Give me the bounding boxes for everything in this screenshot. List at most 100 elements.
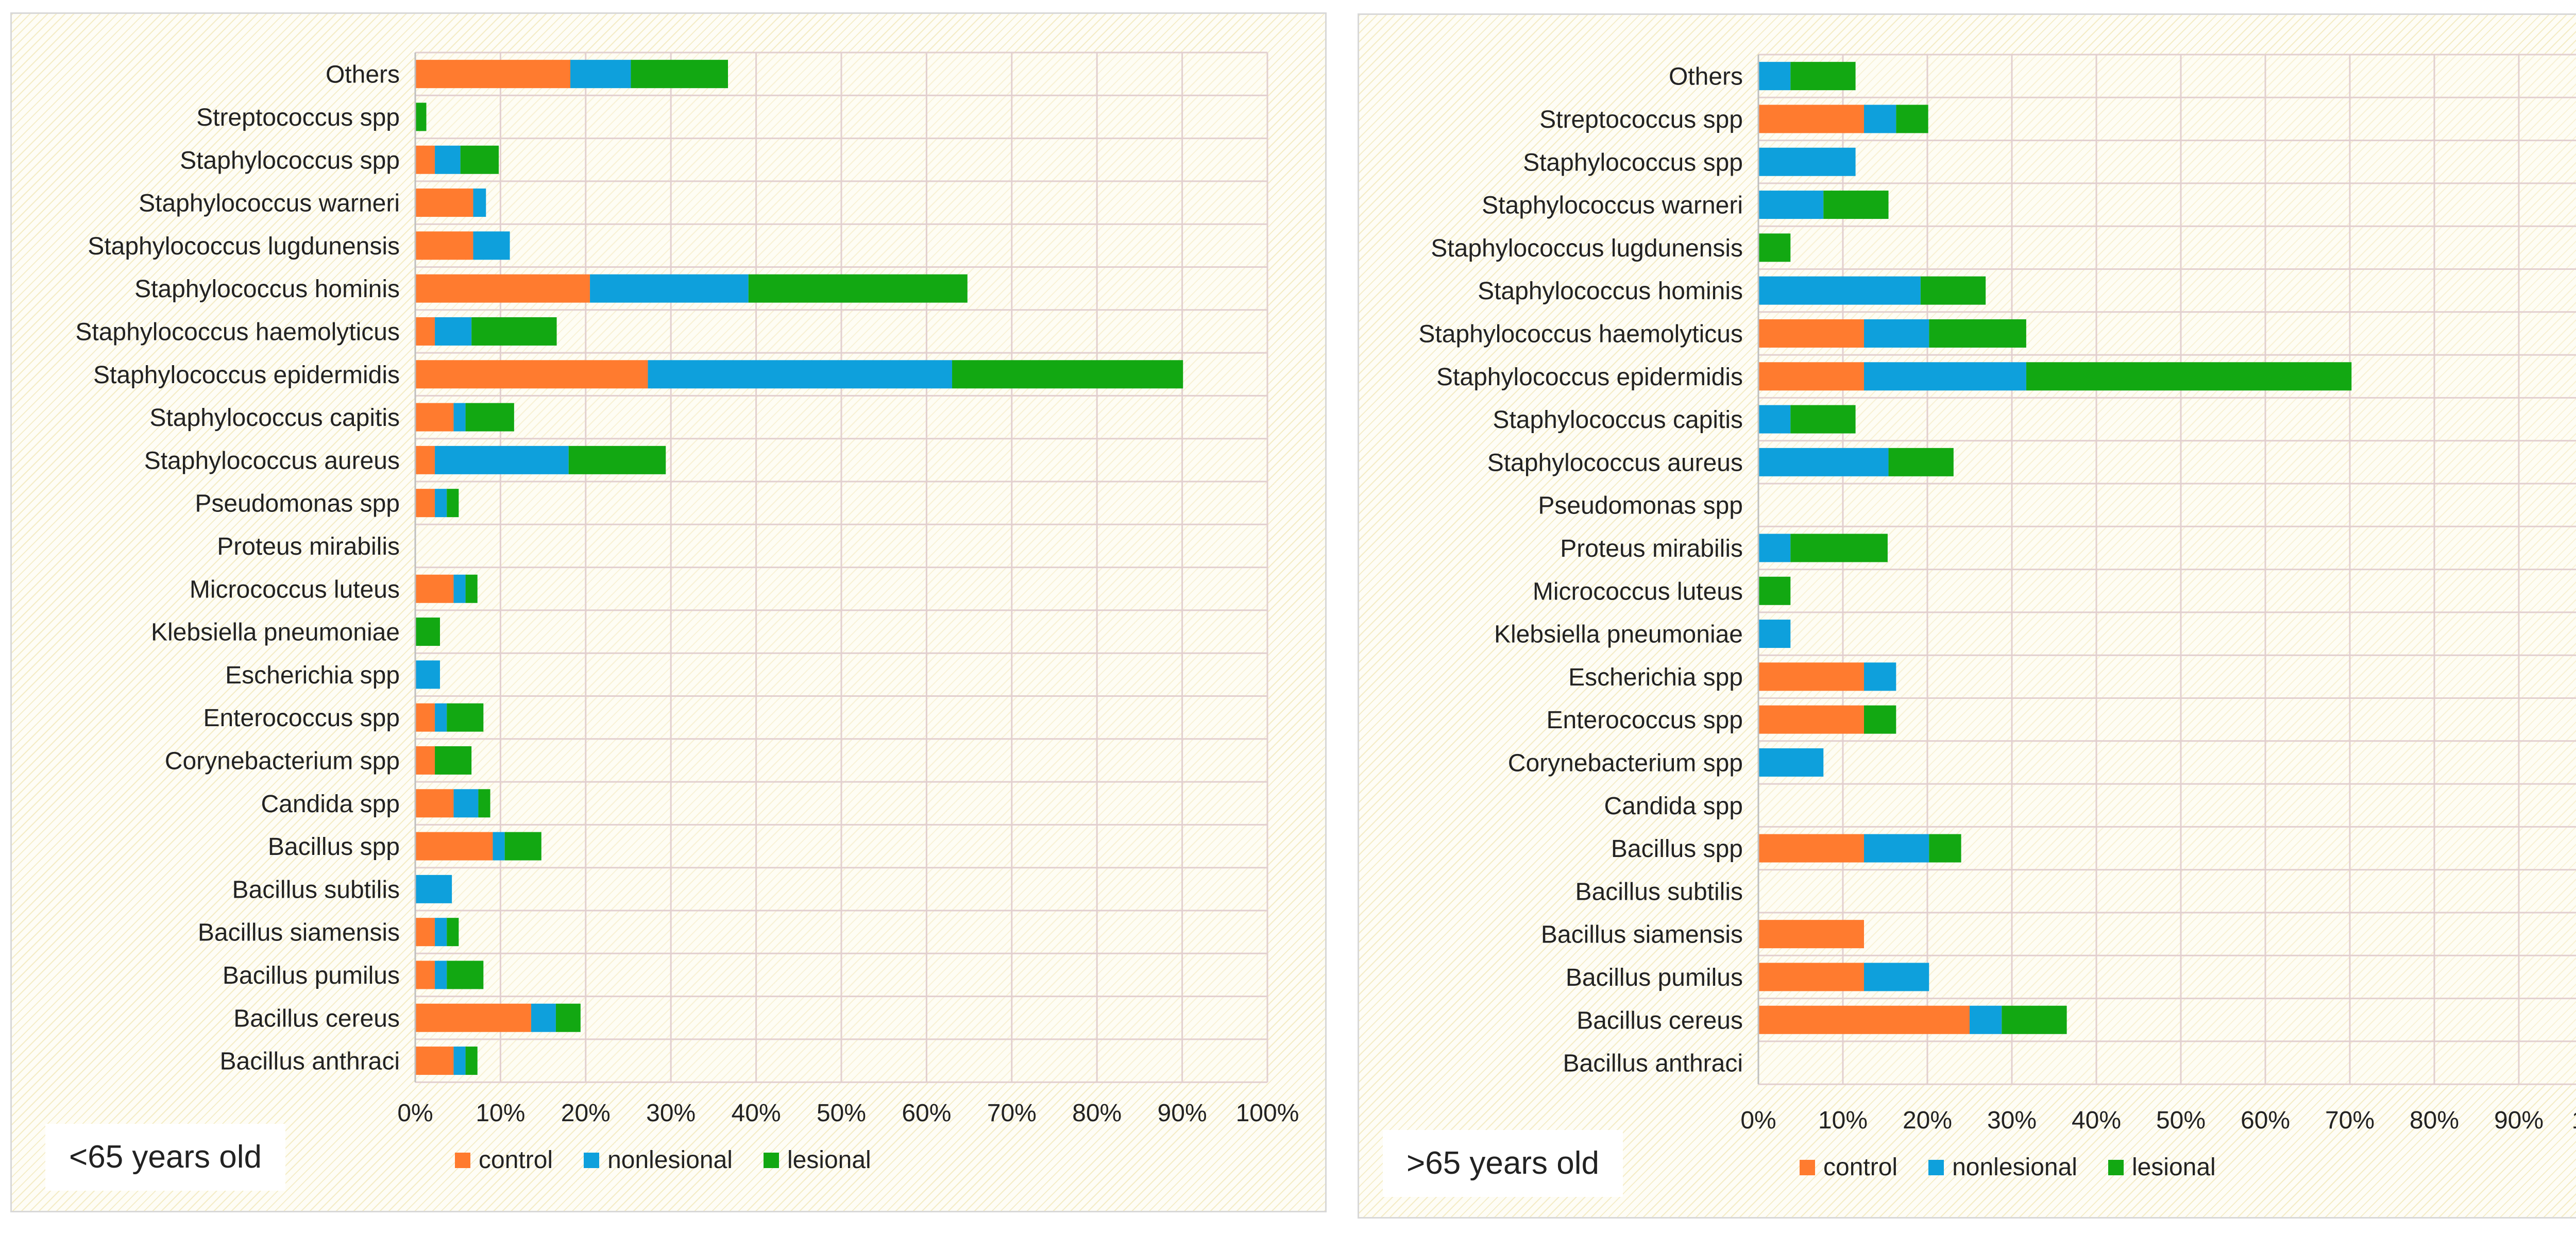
bar-segment-nonlesional — [1864, 963, 1929, 991]
bar-segment-nonlesional — [1864, 319, 1929, 348]
y-category-label: Bacillus spp — [268, 833, 400, 861]
bar-segment-nonlesional — [1864, 662, 1896, 691]
y-category-label: Escherichia spp — [1568, 664, 1743, 691]
y-category-label: Staphylococcus spp — [1523, 149, 1743, 176]
bar-segment-nonlesional — [493, 832, 505, 861]
x-tick-label: 30% — [1987, 1107, 2037, 1134]
bar-segment-lesional — [952, 360, 1183, 389]
bar-segment-nonlesional — [435, 145, 461, 174]
bar-segment-control — [415, 703, 435, 732]
bar-segment-control — [415, 274, 590, 303]
bar-segment-nonlesional — [415, 875, 452, 903]
bar-segment-nonlesional — [1758, 405, 1791, 434]
bar-segment-control — [1758, 362, 1864, 391]
legend-item-control: control — [455, 1146, 553, 1174]
bar-segment-lesional — [478, 789, 490, 818]
bar-segment-control — [415, 60, 571, 89]
chart-plot-over-65: 0% 10% 20% 30% 40% 50% 60% 70% 80% 90% 100% Others S… — [1418, 54, 2576, 1134]
legend-swatch-lesional — [763, 1152, 779, 1168]
y-category-label: Others — [326, 61, 400, 89]
bar-segment-lesional — [1758, 233, 1791, 262]
x-tick-label: 10% — [1818, 1107, 1868, 1134]
bar-segment-nonlesional — [435, 703, 447, 732]
legend-item-lesional: lesional — [2108, 1153, 2216, 1181]
bar-segment-control — [1758, 705, 1864, 734]
y-category-label: Bacillus spp — [1611, 835, 1743, 863]
bar-segment-control — [415, 961, 435, 989]
bar-segment-nonlesional — [1758, 534, 1791, 562]
bar-segment-nonlesional — [1864, 362, 2026, 391]
y-category-label: Streptococcus spp — [196, 104, 400, 131]
bar-segment-control — [415, 918, 435, 947]
y-category-label: Corynebacterium spp — [1508, 749, 1743, 777]
bar-segment-nonlesional — [453, 1047, 466, 1075]
x-tick-label: 60% — [2241, 1107, 2290, 1134]
bar-segment-lesional — [415, 618, 440, 646]
bar-segment-lesional — [748, 274, 968, 303]
bar-segment-lesional — [1790, 62, 1856, 91]
legend-item-lesional: lesional — [763, 1146, 871, 1174]
y-category-label: Pseudomonas spp — [195, 490, 400, 518]
y-category-label: Bacillus pumilus — [1566, 964, 1743, 991]
x-tick-label: 90% — [2494, 1107, 2544, 1134]
x-tick-label: 0% — [1740, 1107, 1776, 1134]
x-tick-label: 80% — [2410, 1107, 2459, 1134]
bar-segment-control — [1758, 834, 1864, 863]
chart-panel-over-65: 0% 10% 20% 30% 40% 50% 60% 70% 80% 90% 100% Others S… — [1358, 13, 2576, 1219]
y-category-label: Staphylococcus lugdunensis — [88, 233, 400, 260]
bar-segment-lesional — [1864, 705, 1896, 734]
legend-label-control: control — [479, 1146, 553, 1174]
y-category-label: Staphylococcus haemolyticus — [75, 318, 400, 346]
y-category-label: Staphylococcus capitis — [1493, 406, 1743, 434]
bar-segment-control — [415, 1003, 531, 1032]
bar-segment-lesional — [465, 574, 478, 603]
y-category-label: Bacillus subtilis — [232, 876, 400, 903]
y-category-label: Proteus mirabilis — [217, 533, 400, 560]
bar-segment-nonlesional — [1758, 448, 1889, 476]
bar-segment-control — [415, 403, 454, 432]
y-category-label: Staphylococcus haemolyticus — [1418, 320, 1743, 348]
bar-segment-lesional — [460, 145, 499, 174]
bar-segment-lesional — [447, 703, 484, 732]
x-tick-label: 70% — [2325, 1107, 2375, 1134]
bar-segment-nonlesional — [1758, 276, 1921, 305]
x-tick-label: 20% — [1903, 1107, 1952, 1134]
bar-segment-control — [415, 1047, 454, 1075]
bar-segment-lesional — [1790, 534, 1888, 562]
y-category-label: Pseudomonas spp — [1538, 492, 1743, 520]
x-tick-label: 20% — [561, 1100, 611, 1127]
y-category-label: Streptococcus spp — [1539, 106, 1743, 133]
bar-segment-nonlesional — [531, 1003, 556, 1032]
chart-plot-under-65: 0% 10% 20% 30% 40% 50% 60% 70% 80% 90% 100% Others S… — [75, 52, 1299, 1127]
y-category-label: Enterococcus spp — [203, 705, 400, 732]
y-category-label: Bacillus siamensis — [198, 919, 400, 947]
bar-segment-lesional — [2002, 1005, 2067, 1034]
bar-segment-control — [415, 360, 648, 389]
y-category-label: Staphylococcus lugdunensis — [1431, 235, 1743, 262]
bar-segment-nonlesional — [435, 918, 447, 947]
y-category-label: Klebsiella pneumoniae — [1494, 621, 1743, 648]
y-category-label: Corynebacterium spp — [165, 747, 400, 775]
legend: control nonlesional lesional — [455, 1146, 902, 1174]
y-category-label: Klebsiella pneumoniae — [151, 619, 400, 646]
x-tick-label: 30% — [646, 1100, 696, 1127]
y-category-label: Bacillus anthraci — [220, 1048, 400, 1075]
bar-segment-control — [415, 489, 435, 518]
y-category-label: Others — [1669, 63, 1743, 91]
bar-segment-lesional — [465, 403, 514, 432]
bar-segment-control — [415, 231, 473, 260]
legend-label-nonlesional: nonlesional — [1952, 1154, 2077, 1181]
bar-segment-control — [1758, 920, 1864, 949]
bar-segment-nonlesional — [473, 231, 510, 260]
bar-segment-lesional — [471, 317, 557, 346]
age-group-label: <65 years old — [45, 1124, 285, 1191]
y-category-label: Staphylococcus hominis — [134, 276, 400, 303]
bar-segment-nonlesional — [473, 188, 486, 217]
bar-segment-nonlesional — [453, 789, 479, 818]
y-category-label: Staphylococcus hominis — [1478, 278, 1743, 305]
legend: control nonlesional lesional — [1800, 1153, 2247, 1181]
y-category-label: Bacillus subtilis — [1575, 878, 1743, 905]
legend-item-control: control — [1800, 1153, 1897, 1181]
y-category-label: Staphylococcus epidermidis — [93, 362, 400, 389]
y-category-label: Staphylococcus epidermidis — [1436, 364, 1743, 391]
